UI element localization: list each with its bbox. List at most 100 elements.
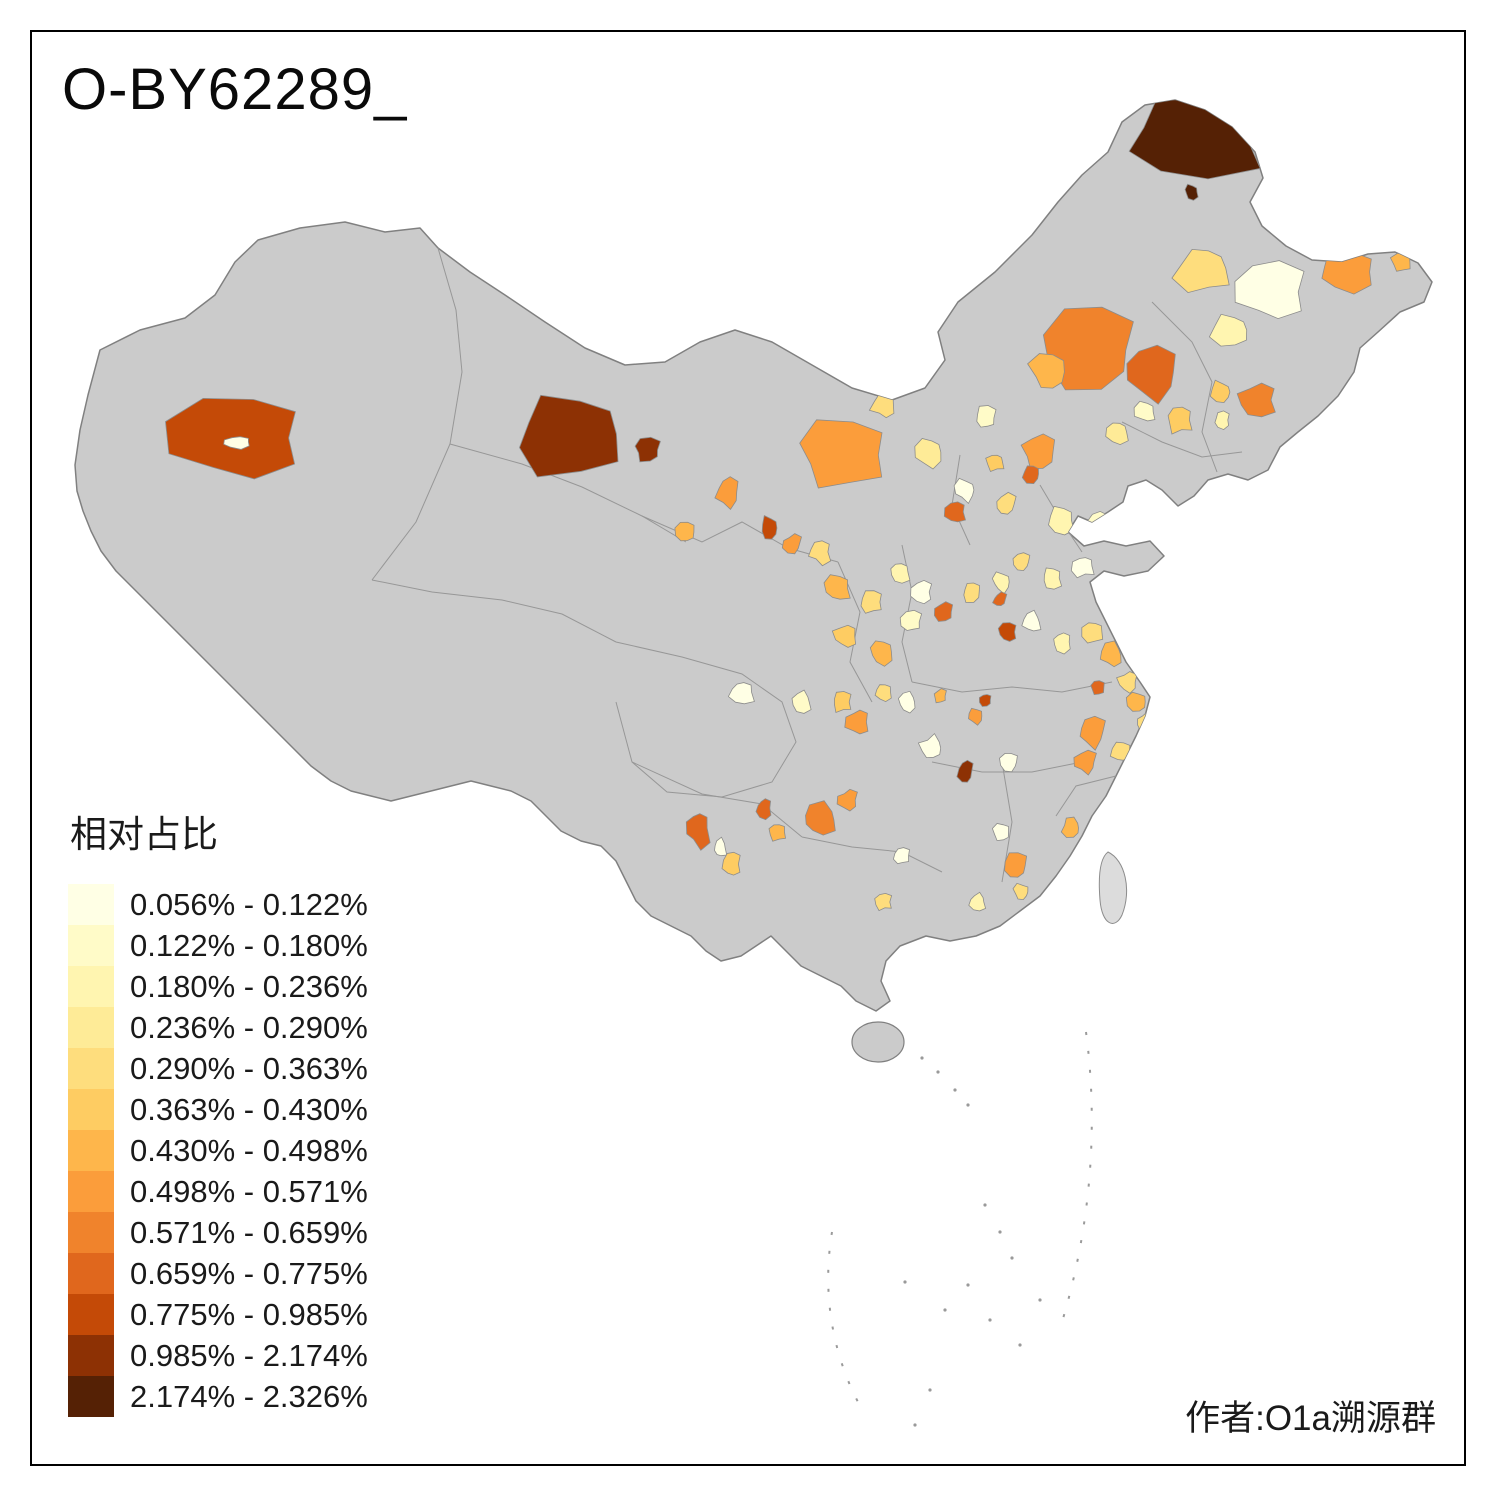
map-region (1214, 410, 1230, 431)
map-region (917, 732, 942, 759)
map-region (519, 394, 619, 478)
map-region (956, 759, 974, 783)
map-region (1073, 749, 1097, 776)
map-region (897, 690, 916, 714)
legend-swatch (68, 1007, 114, 1048)
map-region (1090, 680, 1105, 696)
map-region (781, 533, 802, 555)
map-region (1133, 400, 1156, 422)
map-region (1070, 557, 1095, 579)
map-region (714, 476, 739, 511)
legend-item-label: 0.775% - 0.985% (130, 1296, 368, 1332)
legend-item-label: 0.122% - 0.180% (130, 927, 368, 963)
legend-swatch (68, 1376, 114, 1417)
map-region (1081, 622, 1104, 644)
legend-item-label: 0.985% - 2.174% (130, 1337, 368, 1373)
map-region (1236, 382, 1276, 418)
map-region (674, 521, 695, 542)
legend: 相对占比 0.056% - 0.122% 0.122% - 0.180% 0.180… (68, 804, 368, 1417)
taiwan-island (1098, 851, 1128, 924)
map-region (1099, 640, 1122, 668)
legend-item-label: 0.290% - 0.363% (130, 1050, 368, 1086)
province-borders (371, 247, 1243, 883)
legend-item: 0.985% - 2.174% (68, 1335, 368, 1376)
map-region (1053, 632, 1071, 655)
map-region (805, 800, 836, 836)
legend-item-label: 0.180% - 0.236% (130, 968, 368, 1004)
map-region (755, 798, 772, 821)
map-region (997, 622, 1017, 642)
legend-swatch (68, 1048, 114, 1089)
map-region (1171, 248, 1230, 294)
map-region (1125, 691, 1146, 712)
map-region (860, 590, 882, 614)
legend-item-label: 0.571% - 0.659% (130, 1214, 368, 1250)
map-region (1012, 552, 1031, 572)
map-region (807, 540, 832, 567)
legend-item-label: 0.430% - 0.498% (130, 1132, 368, 1168)
legend-swatch (68, 884, 114, 925)
legend-title: 相对占比 (70, 814, 218, 855)
map-region (721, 851, 741, 876)
legend-item: 0.236% - 0.290% (68, 1007, 368, 1048)
map-region (996, 491, 1017, 515)
map-region (1020, 433, 1056, 470)
map-region (943, 501, 966, 523)
map-region (992, 591, 1008, 607)
map-region (1021, 609, 1042, 632)
legend-item: 0.122% - 0.180% (68, 925, 368, 966)
map-region (933, 688, 947, 704)
map-region (968, 707, 983, 726)
legend-item-label: 0.498% - 0.571% (130, 1173, 368, 1209)
china-choropleth-map (74, 99, 1433, 1427)
legend-swatch (68, 1212, 114, 1253)
map-region (1126, 344, 1176, 405)
map-region (1116, 671, 1138, 694)
map-region (1234, 260, 1305, 320)
map-region (1043, 567, 1063, 590)
legend-swatch (68, 1335, 114, 1376)
map-region (869, 640, 893, 667)
map-region (976, 405, 997, 428)
legend-swatch (68, 1171, 114, 1212)
map-region (991, 823, 1010, 842)
legend-item: 0.180% - 0.236% (68, 966, 368, 1007)
map-region (910, 579, 933, 605)
map-region (892, 847, 910, 865)
legend-item: 0.571% - 0.659% (68, 1212, 368, 1253)
legend-item: 0.498% - 0.571% (68, 1171, 368, 1212)
map-region (1042, 306, 1134, 391)
map-region (1004, 852, 1028, 878)
map-region (823, 574, 851, 600)
map-region (1012, 882, 1029, 901)
legend-item: 0.775% - 0.985% (68, 1294, 368, 1335)
map-region (714, 836, 728, 857)
map-region (874, 892, 893, 912)
map-region (761, 515, 778, 540)
legend-item-label: 0.236% - 0.290% (130, 1009, 368, 1045)
map-region (634, 436, 661, 463)
map-region (685, 813, 711, 851)
map-region (1167, 406, 1193, 435)
map-region (933, 601, 954, 622)
map-region (874, 684, 892, 703)
map-region (1105, 422, 1129, 446)
map-region (768, 824, 786, 842)
map-region (799, 419, 883, 489)
south-china-sea-islands (827, 1031, 1093, 1427)
legend-items: 0.056% - 0.122% 0.122% - 0.180% 0.180% - 0… (68, 884, 368, 1417)
map-region (223, 436, 250, 450)
legend-item: 2.174% - 2.326% (68, 1376, 368, 1417)
map-region (985, 454, 1005, 473)
legend-swatch (68, 1253, 114, 1294)
map-region (791, 689, 812, 714)
map-region (1027, 353, 1065, 389)
legend-item: 0.363% - 0.430% (68, 1089, 368, 1130)
map-region (953, 477, 975, 505)
legend-item: 0.290% - 0.363% (68, 1048, 368, 1089)
map-region (999, 752, 1018, 773)
map-region (844, 709, 869, 735)
map-region (836, 788, 858, 812)
legend-item: 0.430% - 0.498% (68, 1130, 368, 1171)
map-region (1060, 816, 1079, 838)
